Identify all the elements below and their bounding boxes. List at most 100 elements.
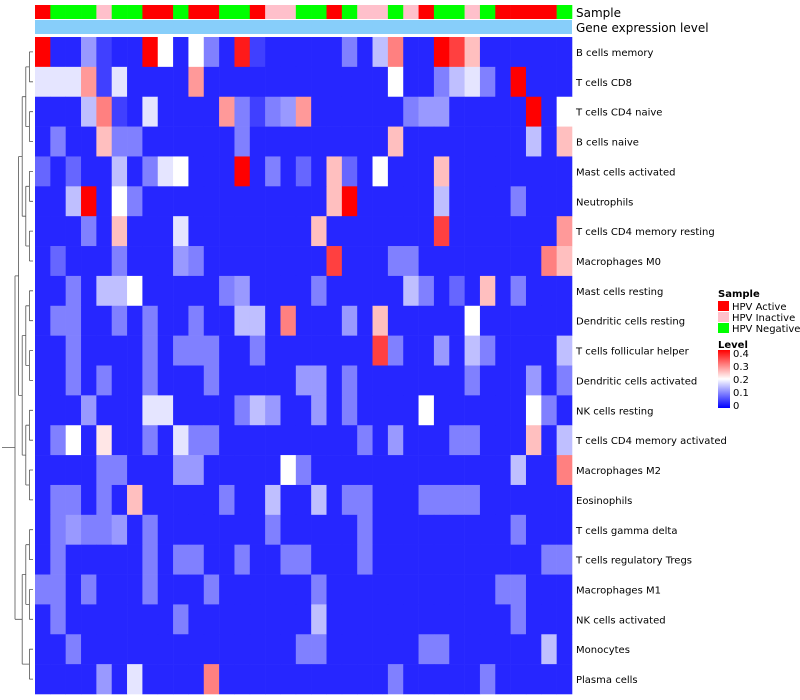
- heatmap-cell: [556, 275, 573, 307]
- heatmap-cell: [464, 574, 481, 605]
- heatmap-cell: [525, 604, 542, 635]
- heatmap-cell: [541, 604, 557, 635]
- sample-annotation-cell: [219, 5, 235, 19]
- heatmap-cell: [111, 335, 128, 366]
- heatmap-cell: [249, 365, 266, 396]
- heatmap-cell: [479, 335, 496, 366]
- heatmap-cell: [234, 186, 251, 217]
- heatmap-cell: [449, 156, 465, 187]
- heatmap-cell: [96, 275, 113, 307]
- heatmap-cell: [188, 484, 205, 516]
- row-label: T cells CD4 naive: [575, 108, 662, 119]
- heatmap-cell: [464, 664, 481, 695]
- heatmap-cell: [433, 544, 450, 575]
- row-label: Macrophages M0: [576, 257, 661, 268]
- heatmap-cell: [541, 186, 557, 217]
- heatmap-cell: [372, 66, 389, 98]
- heatmap-cell: [35, 634, 51, 665]
- sample-annotation-cell: [65, 5, 82, 19]
- heatmap-cell: [357, 455, 373, 486]
- heatmap-cell: [449, 335, 465, 366]
- heatmap-cell: [341, 335, 358, 366]
- heatmap-cell: [372, 664, 389, 695]
- heatmap-cell: [111, 96, 128, 127]
- heatmap-cell: [96, 604, 113, 635]
- heatmap-cell: [387, 216, 404, 247]
- heatmap-cell: [541, 335, 557, 366]
- heatmap-cell: [280, 66, 297, 98]
- heatmap-cell: [357, 66, 373, 98]
- heatmap-cell: [81, 544, 97, 575]
- heatmap-cell: [479, 604, 496, 635]
- heatmap-cell: [188, 574, 205, 605]
- heatmap-cell: [111, 574, 128, 605]
- heatmap-cell: [479, 156, 496, 187]
- heatmap-cell: [81, 246, 97, 277]
- heatmap-cell: [188, 604, 205, 635]
- heatmap-cell: [311, 574, 327, 605]
- heatmap-cell: [249, 574, 266, 605]
- heatmap-cell: [249, 37, 266, 68]
- heatmap-cell: [81, 604, 97, 635]
- heatmap-cell: [433, 395, 450, 426]
- heatmap-cell: [203, 484, 220, 516]
- heatmap-cell: [295, 455, 312, 486]
- heatmap-cell: [111, 604, 128, 635]
- heatmap-cell: [311, 365, 327, 396]
- heatmap-cell: [96, 544, 113, 575]
- heatmap-cell: [127, 544, 143, 575]
- heatmap-cell: [96, 365, 113, 396]
- heatmap-cell: [541, 365, 557, 396]
- heatmap-cell: [173, 275, 189, 307]
- heatmap-cell: [127, 574, 143, 605]
- heatmap-cell: [326, 634, 343, 665]
- heatmap-cell: [387, 395, 404, 426]
- heatmap-cell: [311, 126, 327, 157]
- heatmap-cell: [234, 604, 251, 635]
- heatmap-cell: [50, 37, 66, 68]
- heatmap-cell: [479, 305, 496, 336]
- heatmap-cell: [403, 455, 419, 486]
- heatmap-cell: [433, 246, 450, 277]
- heatmap-cell: [479, 425, 496, 456]
- heatmap-cell: [495, 365, 511, 396]
- heatmap-cell: [265, 275, 281, 307]
- row-label: T cells CD4 memory resting: [575, 227, 715, 238]
- row-label: Macrophages M2: [576, 466, 661, 477]
- heatmap-cell: [203, 574, 220, 605]
- heatmap-cell: [510, 96, 527, 127]
- heatmap-cell: [326, 455, 343, 486]
- heatmap-cell: [173, 246, 189, 277]
- heatmap-cell: [142, 514, 159, 545]
- heatmap-cell: [525, 37, 542, 68]
- heatmap-cell: [219, 335, 235, 366]
- level-tick-label: 0.1: [733, 388, 749, 399]
- heatmap-cell: [280, 634, 297, 665]
- heatmap-cell: [403, 514, 419, 545]
- heatmap-cell: [510, 604, 527, 635]
- heatmap-cell: [157, 604, 174, 635]
- heatmap-cell: [249, 455, 266, 486]
- heatmap-cell: [188, 96, 205, 127]
- heatmap-cell: [265, 664, 281, 695]
- row-label: T cells gamma delta: [575, 526, 677, 537]
- heatmap-cell: [479, 246, 496, 277]
- heatmap-cell: [35, 66, 51, 98]
- heatmap-cell: [81, 664, 97, 695]
- heatmap-cell: [249, 634, 266, 665]
- heatmap-cell: [203, 126, 220, 157]
- sample-annotation-cell: [157, 5, 174, 19]
- heatmap-cell: [387, 305, 404, 336]
- heatmap-cell: [479, 634, 496, 665]
- heatmap-cell: [295, 186, 312, 217]
- heatmap-cell: [157, 574, 174, 605]
- heatmap-cell: [479, 574, 496, 605]
- heatmap-cell: [372, 365, 389, 396]
- heatmap-cell: [188, 335, 205, 366]
- heatmap-cell: [65, 514, 82, 545]
- heatmap-cell: [188, 514, 205, 545]
- heatmap-cell: [357, 156, 373, 187]
- heatmap-cell: [510, 305, 527, 336]
- heatmap-cell: [372, 305, 389, 336]
